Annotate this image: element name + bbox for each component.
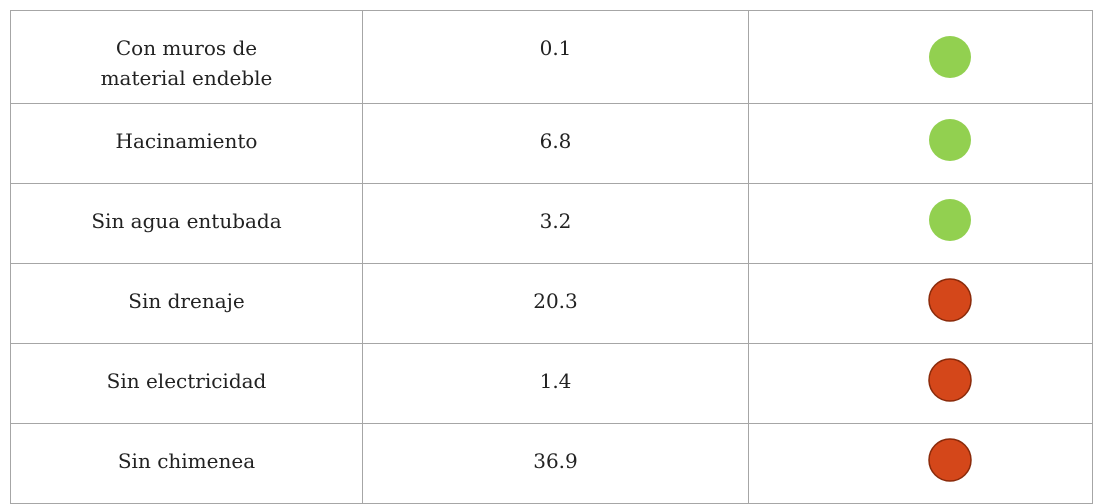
indicator-cell bbox=[748, 263, 1093, 344]
indicator-cell bbox=[748, 103, 1093, 184]
status-table: Con muros de material endeble 0.1 Hacinami… bbox=[10, 10, 1093, 504]
indicator bbox=[928, 358, 972, 402]
row-label: Con muros de material endeble bbox=[10, 10, 363, 104]
table-row: Con muros de material endeble 0.1 bbox=[10, 10, 1093, 104]
table-row: Hacinamiento 6.8 bbox=[10, 103, 1093, 184]
table-body: Con muros de material endeble 0.1 Hacinami… bbox=[10, 10, 1093, 504]
row-value: 0.1 bbox=[362, 10, 749, 104]
row-value: 1.4 bbox=[362, 343, 749, 424]
row-label: Sin agua entubada bbox=[10, 183, 363, 264]
indicator bbox=[929, 199, 971, 241]
row-value: 6.8 bbox=[362, 103, 749, 184]
indicator-cell bbox=[748, 10, 1093, 104]
indicator-cell bbox=[748, 423, 1093, 504]
table-row: Sin drenaje 20.3 bbox=[10, 263, 1093, 344]
table-row: Sin chimenea 36.9 bbox=[10, 423, 1093, 504]
row-label: Sin chimenea bbox=[10, 423, 363, 504]
indicator-cell bbox=[748, 343, 1093, 424]
status-dot bbox=[928, 358, 972, 402]
status-dot bbox=[929, 119, 971, 161]
indicator-cell bbox=[748, 183, 1093, 264]
indicator bbox=[929, 119, 971, 161]
indicator bbox=[928, 278, 972, 322]
row-label: Sin electricidad bbox=[10, 343, 363, 424]
status-dot bbox=[929, 199, 971, 241]
row-value: 36.9 bbox=[362, 423, 749, 504]
status-dot bbox=[928, 438, 972, 482]
status-dot bbox=[928, 278, 972, 322]
row-label: Hacinamiento bbox=[10, 103, 363, 184]
row-value: 3.2 bbox=[362, 183, 749, 264]
indicator bbox=[928, 438, 972, 482]
table-row: Sin agua entubada 3.2 bbox=[10, 183, 1093, 264]
row-value: 20.3 bbox=[362, 263, 749, 344]
row-label: Sin drenaje bbox=[10, 263, 363, 344]
indicator bbox=[929, 36, 971, 78]
status-dot bbox=[929, 36, 971, 78]
table-row: Sin electricidad 1.4 bbox=[10, 343, 1093, 424]
